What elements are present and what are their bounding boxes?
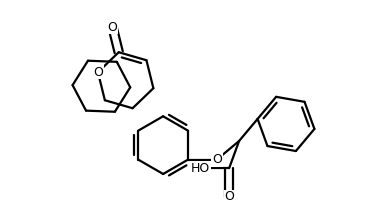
Text: O: O [224,190,234,203]
Text: HO: HO [191,162,210,175]
Text: O: O [108,21,117,34]
Text: O: O [93,66,103,79]
Text: O: O [212,153,222,166]
